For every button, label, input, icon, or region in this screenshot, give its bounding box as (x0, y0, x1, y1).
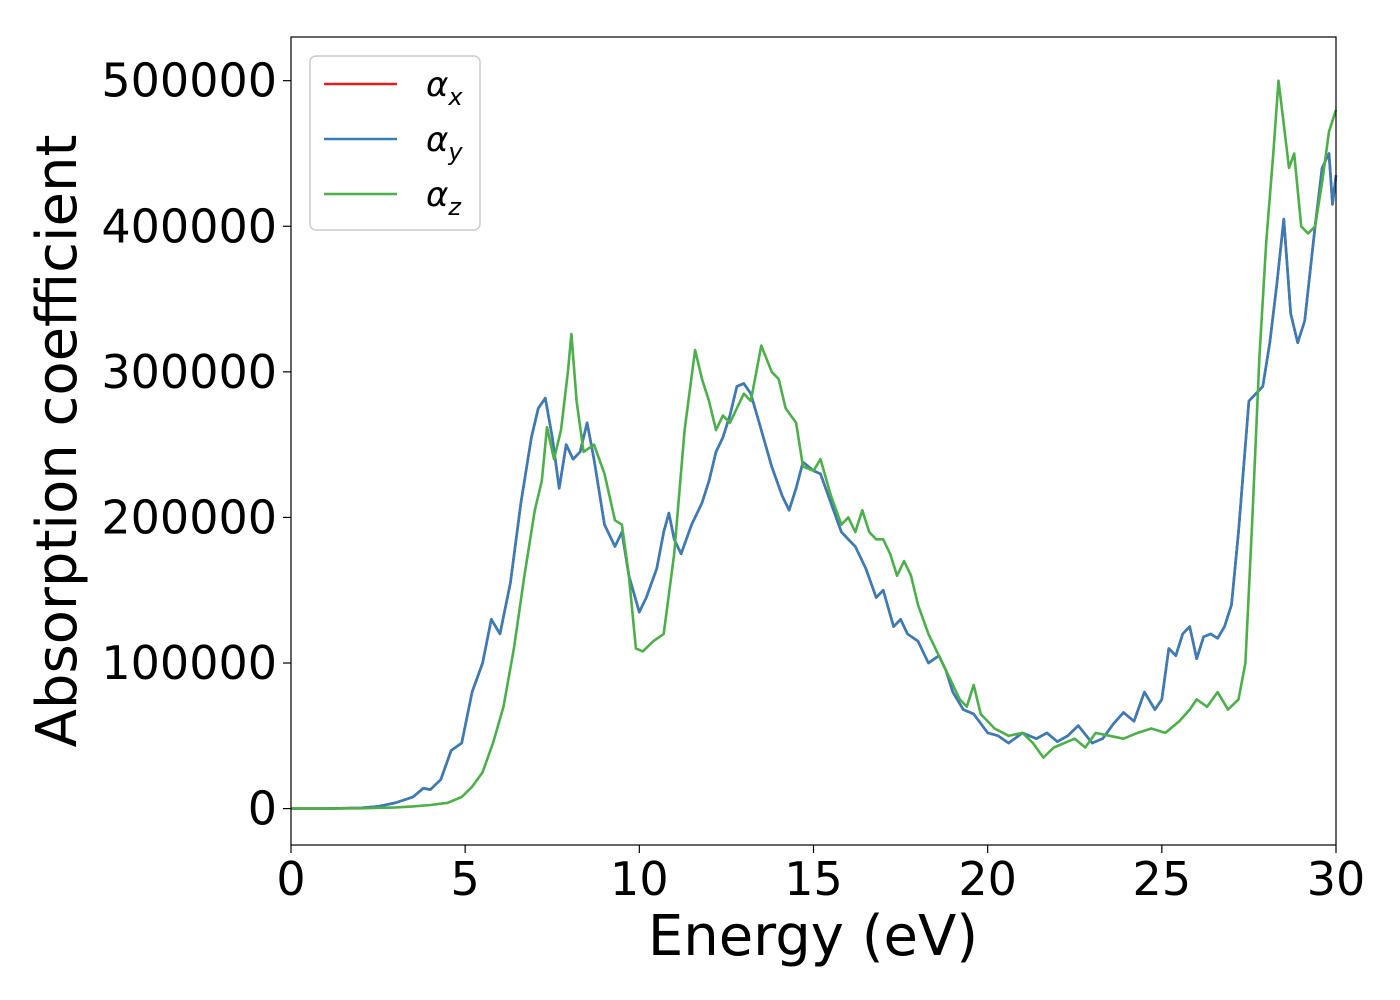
x-tick-label: 25 (1133, 852, 1192, 906)
series-line-y (291, 152, 1338, 810)
x-tick-label: 5 (451, 852, 480, 906)
legend-label-y: αy (426, 120, 463, 166)
y-tick-label: 500000 (101, 54, 277, 108)
series-line-z (291, 79, 1338, 810)
y-axis: 0 100000 200000 300000 400000 500000 (101, 54, 291, 836)
legend-label-z: αz (426, 175, 462, 221)
legend: αx αy αz (309, 55, 481, 231)
x-axis: 0 5 10 15 20 25 30 (276, 845, 1365, 906)
y-axis-label: Absorption coefficient (25, 135, 90, 748)
x-tick-label: 10 (610, 852, 669, 906)
legend-box (309, 55, 481, 231)
x-tick-label: 30 (1307, 852, 1366, 906)
x-axis-label: Energy (eV) (648, 904, 978, 969)
x-tick-label: 0 (276, 852, 305, 906)
y-tick-label: 0 (248, 782, 277, 836)
series-layer (291, 79, 1338, 810)
x-tick-label: 20 (958, 852, 1017, 906)
y-tick-label: 300000 (101, 345, 277, 399)
legend-label-x: αx (426, 65, 463, 111)
x-tick-label: 15 (784, 852, 843, 906)
y-tick-label: 400000 (101, 199, 277, 253)
y-tick-label: 100000 (101, 636, 277, 690)
y-tick-label: 200000 (101, 490, 277, 544)
